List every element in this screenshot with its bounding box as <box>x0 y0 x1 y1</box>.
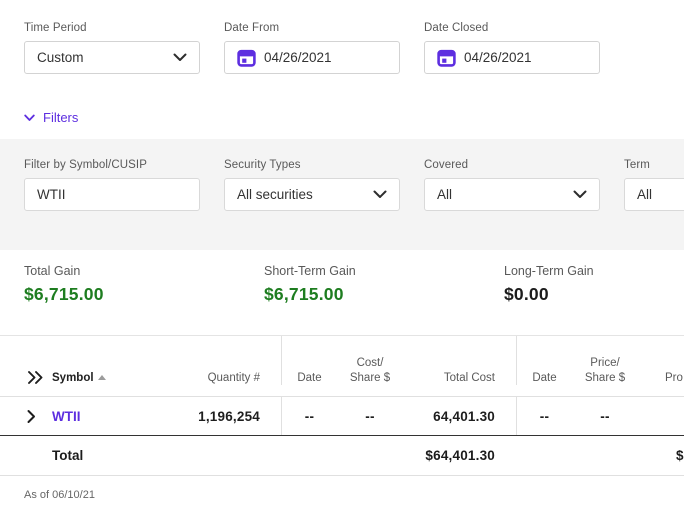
calendar-icon[interactable] <box>237 48 256 67</box>
table-total-row: Total $64,401.30 $ <box>0 436 684 476</box>
expand-all-icon[interactable] <box>0 370 52 385</box>
date-closed-input[interactable]: 04/26/2021 <box>424 41 600 74</box>
proceeds-sum-cell: $ <box>676 448 684 463</box>
period-controls: Time Period Custom Date From 04/26/2021 … <box>0 0 684 74</box>
date-from-label: Date From <box>224 22 280 34</box>
time-period-field: Time Period Custom <box>24 22 200 74</box>
column-header-total-cost: Total Cost <box>443 371 495 384</box>
chevron-down-icon <box>373 190 387 199</box>
security-types-field: Security Types All securities <box>224 159 400 211</box>
column-header-proceeds: Pro <box>665 371 683 384</box>
long-term-gain-label: Long-Term Gain <box>504 264 594 278</box>
symbol-filter-label: Filter by Symbol/CUSIP <box>24 159 147 171</box>
total-gain: Total Gain $6,715.00 <box>24 264 264 305</box>
table-header-row: Symbol Quantity # Date Cost/ Share $ Tot… <box>0 336 684 397</box>
chevron-down-icon <box>173 53 187 62</box>
calendar-icon[interactable] <box>437 48 456 67</box>
column-header-date-acquired: Date <box>281 336 337 385</box>
security-types-label: Security Types <box>224 159 301 171</box>
chevron-down-icon <box>573 190 587 199</box>
term-value: All <box>637 187 653 202</box>
total-row-label: Total <box>52 448 84 463</box>
date-acquired-cell: -- <box>281 397 337 435</box>
term-select[interactable]: All <box>624 178 684 211</box>
total-gain-value: $6,715.00 <box>24 284 104 304</box>
covered-value: All <box>437 187 453 202</box>
total-cost-sum-cell: $64,401.30 <box>425 448 495 463</box>
date-sold-cell: -- <box>516 397 572 435</box>
date-from-value: 04/26/2021 <box>264 50 332 65</box>
quantity-cell: 1,196,254 <box>198 408 260 424</box>
term-label: Term <box>624 159 650 171</box>
time-period-select[interactable]: Custom <box>24 41 200 74</box>
covered-field: Covered All <box>424 159 600 211</box>
date-closed-value: 04/26/2021 <box>464 50 532 65</box>
long-term-gain-value: $0.00 <box>504 284 549 304</box>
cost-share-cell: -- <box>365 408 375 424</box>
as-of-date: As of 06/10/21 <box>24 489 95 501</box>
column-header-price-share: Price/ Share $ <box>584 357 626 384</box>
symbol-filter-input[interactable] <box>24 178 200 211</box>
date-from-input[interactable]: 04/26/2021 <box>224 41 400 74</box>
lots-table: Symbol Quantity # Date Cost/ Share $ Tot… <box>0 335 684 476</box>
time-period-label: Time Period <box>24 22 87 34</box>
covered-select[interactable]: All <box>424 178 600 211</box>
date-from-field: Date From 04/26/2021 <box>224 22 400 74</box>
date-closed-field: Date Closed 04/26/2021 <box>424 22 600 74</box>
total-cost-cell: 64,401.30 <box>433 408 495 424</box>
expand-row-icon[interactable] <box>0 409 52 424</box>
short-term-gain-value: $6,715.00 <box>264 284 344 304</box>
time-period-value: Custom <box>37 50 84 65</box>
term-field: Term All <box>624 159 684 211</box>
symbol-link[interactable]: WTII <box>52 408 81 424</box>
date-closed-label: Date Closed <box>424 22 489 34</box>
sort-ascending-icon <box>97 374 106 380</box>
filter-band: Filter by Symbol/CUSIP Security Types Al… <box>0 139 684 250</box>
total-gain-label: Total Gain <box>24 264 81 278</box>
security-types-select[interactable]: All securities <box>224 178 400 211</box>
long-term-gain: Long-Term Gain $0.00 <box>504 264 684 305</box>
column-header-date-sold: Date <box>516 336 572 385</box>
covered-label: Covered <box>424 159 469 171</box>
security-types-value: All securities <box>237 187 313 202</box>
symbol-header-label: Symbol <box>52 371 94 384</box>
column-header-quantity: Quantity # <box>207 371 260 384</box>
symbol-filter-field: Filter by Symbol/CUSIP <box>24 159 200 211</box>
short-term-gain: Short-Term Gain $6,715.00 <box>264 264 504 305</box>
table-row: WTII 1,196,254 -- -- 64,401.30 -- -- <box>0 397 684 436</box>
price-share-cell: -- <box>600 408 610 424</box>
chevron-down-icon <box>24 110 35 125</box>
column-header-symbol[interactable]: Symbol <box>52 371 142 385</box>
column-header-cost-share: Cost/ Share $ <box>349 357 391 384</box>
gain-summary: Total Gain $6,715.00 Short-Term Gain $6,… <box>0 250 684 305</box>
filters-toggle[interactable]: Filters <box>24 110 78 125</box>
short-term-gain-label: Short-Term Gain <box>264 264 356 278</box>
filters-toggle-label: Filters <box>43 110 79 125</box>
